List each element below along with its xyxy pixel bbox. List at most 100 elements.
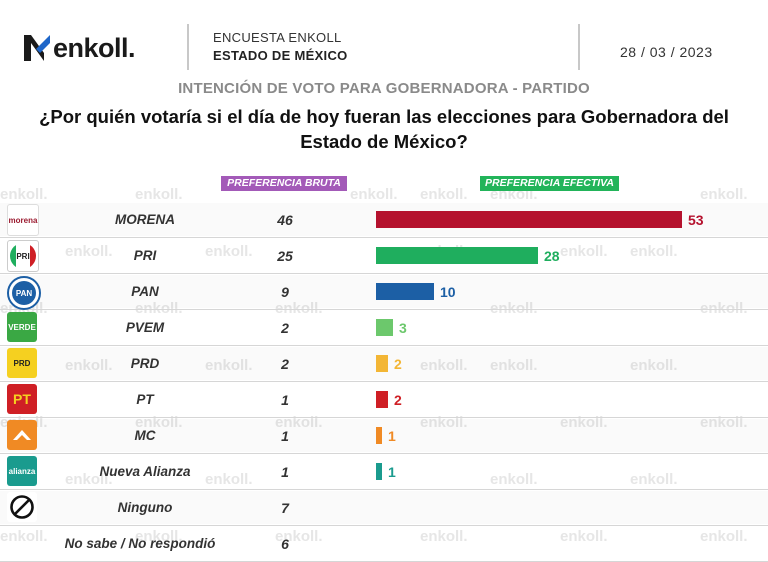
region-label: ESTADO DE MÉXICO bbox=[213, 48, 348, 63]
row-divider bbox=[0, 525, 768, 526]
efectiva-value: 2 bbox=[394, 392, 402, 408]
efectiva-bar bbox=[376, 427, 382, 444]
watermark-text: enkoll. bbox=[350, 186, 398, 203]
survey-date: 28 / 03 / 2023 bbox=[620, 44, 713, 60]
watermark-text: enkoll. bbox=[205, 471, 253, 488]
efectiva-bar bbox=[376, 463, 382, 480]
watermark-text: enkoll. bbox=[630, 243, 678, 260]
watermark-text: enkoll. bbox=[630, 357, 678, 374]
bruta-value: 25 bbox=[277, 248, 293, 264]
efectiva-value: 3 bbox=[399, 320, 407, 336]
watermark-text: enkoll. bbox=[275, 414, 323, 431]
efectiva-value: 1 bbox=[388, 428, 396, 444]
row-divider bbox=[0, 345, 768, 346]
watermark-text: enkoll. bbox=[560, 414, 608, 431]
watermark-text: enkoll. bbox=[135, 414, 183, 431]
watermark-text: enkoll. bbox=[420, 357, 468, 374]
watermark-text: enkoll. bbox=[275, 300, 323, 317]
watermark-text: enkoll. bbox=[420, 414, 468, 431]
party-name: PRI bbox=[133, 248, 157, 263]
prd-logo-icon: PRD bbox=[7, 348, 37, 378]
column-header-efectiva: PREFERENCIA EFECTIVA bbox=[480, 176, 619, 191]
efectiva-bar bbox=[376, 247, 538, 264]
efectiva-bar bbox=[376, 391, 388, 408]
watermark-text: enkoll. bbox=[0, 528, 48, 545]
watermark-text: enkoll. bbox=[205, 357, 253, 374]
watermark-text: enkoll. bbox=[700, 300, 748, 317]
row-divider bbox=[0, 309, 768, 310]
party-name: MC bbox=[134, 428, 156, 443]
row-divider bbox=[0, 273, 768, 274]
watermark-text: enkoll. bbox=[420, 528, 468, 545]
morena-logo-icon: morena bbox=[7, 204, 39, 236]
watermark-text: enkoll. bbox=[0, 186, 48, 203]
bruta-value: 2 bbox=[281, 356, 289, 372]
efectiva-value: 10 bbox=[440, 284, 456, 300]
party-name: Nueva Alianza bbox=[99, 464, 191, 479]
header-divider bbox=[578, 24, 580, 70]
brand-name: enkoll. bbox=[53, 32, 136, 63]
header-divider bbox=[187, 24, 189, 70]
bruta-value: 46 bbox=[277, 212, 293, 228]
watermark-text: enkoll. bbox=[700, 528, 748, 545]
pt-logo-icon: PT bbox=[7, 384, 37, 414]
watermark-text: enkoll. bbox=[135, 300, 183, 317]
question-line: ¿Por quién votaría si el día de hoy fuer… bbox=[39, 106, 729, 127]
enkoll-mark-icon bbox=[22, 31, 52, 65]
party-name: PAN bbox=[131, 284, 159, 299]
column-header-bruta: PREFERENCIA BRUTA bbox=[221, 176, 347, 191]
question-line: Estado de México? bbox=[300, 131, 468, 152]
watermark-text: enkoll. bbox=[630, 471, 678, 488]
watermark-text: enkoll. bbox=[65, 243, 113, 260]
watermark-text: enkoll. bbox=[700, 186, 748, 203]
row-divider bbox=[0, 237, 768, 238]
efectiva-value: 53 bbox=[688, 212, 704, 228]
enkoll-logo: enkoll. bbox=[22, 30, 136, 66]
watermark-text: enkoll. bbox=[490, 357, 538, 374]
efectiva-bar bbox=[376, 283, 434, 300]
chart-subtitle: INTENCIÓN DE VOTO PARA GOBERNADORA - PAR… bbox=[178, 80, 590, 97]
watermark-text: enkoll. bbox=[65, 357, 113, 374]
bruta-value: 9 bbox=[281, 284, 289, 300]
pri-logo-icon: PRI bbox=[7, 240, 39, 272]
watermark-text: enkoll. bbox=[275, 528, 323, 545]
row-divider bbox=[0, 453, 768, 454]
efectiva-value: 2 bbox=[394, 356, 402, 372]
ninguno-icon bbox=[7, 492, 37, 522]
watermark-text: enkoll. bbox=[420, 186, 468, 203]
party-name: PT bbox=[136, 392, 154, 407]
survey-question: ¿Por quién votaría si el día de hoy fuer… bbox=[10, 104, 758, 154]
nueva-alianza-logo-icon: alianza bbox=[7, 456, 37, 486]
watermark-text: enkoll. bbox=[490, 471, 538, 488]
efectiva-value: 28 bbox=[544, 248, 560, 264]
bruta-value: 1 bbox=[281, 392, 289, 408]
bruta-value: 6 bbox=[281, 536, 289, 552]
pan-logo-icon: PAN bbox=[7, 276, 41, 310]
party-name: No sabe / No respondió bbox=[64, 536, 216, 551]
row-divider bbox=[0, 381, 768, 382]
bruta-value: 7 bbox=[281, 500, 289, 516]
watermark-text: enkoll. bbox=[490, 300, 538, 317]
watermark-text: enkoll. bbox=[135, 186, 183, 203]
watermark-text: enkoll. bbox=[560, 528, 608, 545]
watermark-text: enkoll. bbox=[65, 471, 113, 488]
row-divider bbox=[0, 489, 768, 490]
bruta-value: 1 bbox=[281, 464, 289, 480]
watermark-text: enkoll. bbox=[135, 528, 183, 545]
mc-logo-icon bbox=[7, 420, 37, 450]
row-divider bbox=[0, 417, 768, 418]
watermark-text: enkoll. bbox=[700, 414, 748, 431]
watermark-text: enkoll. bbox=[560, 243, 608, 260]
bruta-value: 2 bbox=[281, 320, 289, 336]
survey-label: ENCUESTA ENKOLL bbox=[213, 30, 342, 45]
efectiva-bar bbox=[376, 319, 393, 336]
pvem-logo-icon: VERDE bbox=[7, 312, 37, 342]
bruta-value: 1 bbox=[281, 428, 289, 444]
efectiva-bar bbox=[376, 211, 682, 228]
efectiva-bar bbox=[376, 355, 388, 372]
watermark-text: enkoll. bbox=[205, 243, 253, 260]
party-name: PVEM bbox=[125, 320, 165, 335]
efectiva-value: 1 bbox=[388, 464, 396, 480]
party-name: MORENA bbox=[115, 212, 175, 227]
party-name: PRD bbox=[130, 356, 160, 371]
